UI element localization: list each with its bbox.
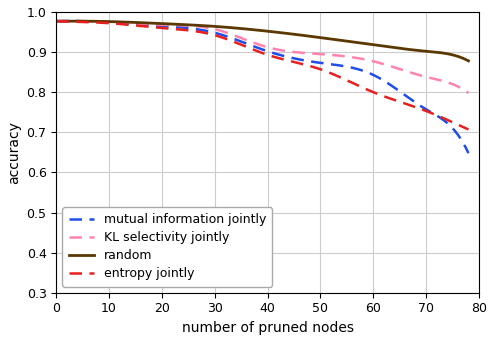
mutual information jointly xyxy=(66,19,72,23)
X-axis label: number of pruned nodes: number of pruned nodes xyxy=(182,321,354,335)
mutual information jointly xyxy=(300,58,306,62)
KL selectivity jointly xyxy=(465,91,471,95)
entropy jointly xyxy=(427,110,433,115)
Line: KL selectivity jointly: KL selectivity jointly xyxy=(56,21,468,93)
random xyxy=(299,33,305,37)
Line: mutual information jointly: mutual information jointly xyxy=(56,21,468,153)
KL selectivity jointly xyxy=(300,51,306,55)
KL selectivity jointly xyxy=(402,69,408,73)
mutual information jointly xyxy=(55,19,61,23)
KL selectivity jointly xyxy=(307,51,313,55)
KL selectivity jointly xyxy=(67,19,73,23)
mutual information jointly xyxy=(53,19,59,23)
entropy jointly xyxy=(55,19,61,23)
random xyxy=(465,59,471,63)
mutual information jointly xyxy=(465,151,471,155)
Y-axis label: accuracy: accuracy xyxy=(7,121,21,184)
mutual information jointly xyxy=(299,58,305,62)
KL selectivity jointly xyxy=(53,19,59,23)
entropy jointly xyxy=(306,64,312,68)
mutual information jointly xyxy=(428,110,434,115)
random xyxy=(300,33,306,37)
entropy jointly xyxy=(297,62,303,66)
entropy jointly xyxy=(299,62,305,66)
random xyxy=(53,19,59,23)
Line: entropy jointly: entropy jointly xyxy=(56,21,468,130)
mutual information jointly xyxy=(307,59,313,63)
random xyxy=(55,19,61,23)
random xyxy=(428,50,434,54)
KL selectivity jointly xyxy=(299,51,305,55)
entropy jointly xyxy=(53,19,59,23)
random xyxy=(307,34,313,38)
random xyxy=(402,47,408,51)
KL selectivity jointly xyxy=(55,19,61,23)
random xyxy=(67,19,73,23)
mutual information jointly xyxy=(402,93,408,97)
Legend: mutual information jointly, KL selectivity jointly, random, entropy jointly: mutual information jointly, KL selectivi… xyxy=(62,207,272,287)
Line: random: random xyxy=(56,21,468,61)
entropy jointly xyxy=(401,101,407,105)
KL selectivity jointly xyxy=(428,76,434,80)
entropy jointly xyxy=(465,128,471,132)
